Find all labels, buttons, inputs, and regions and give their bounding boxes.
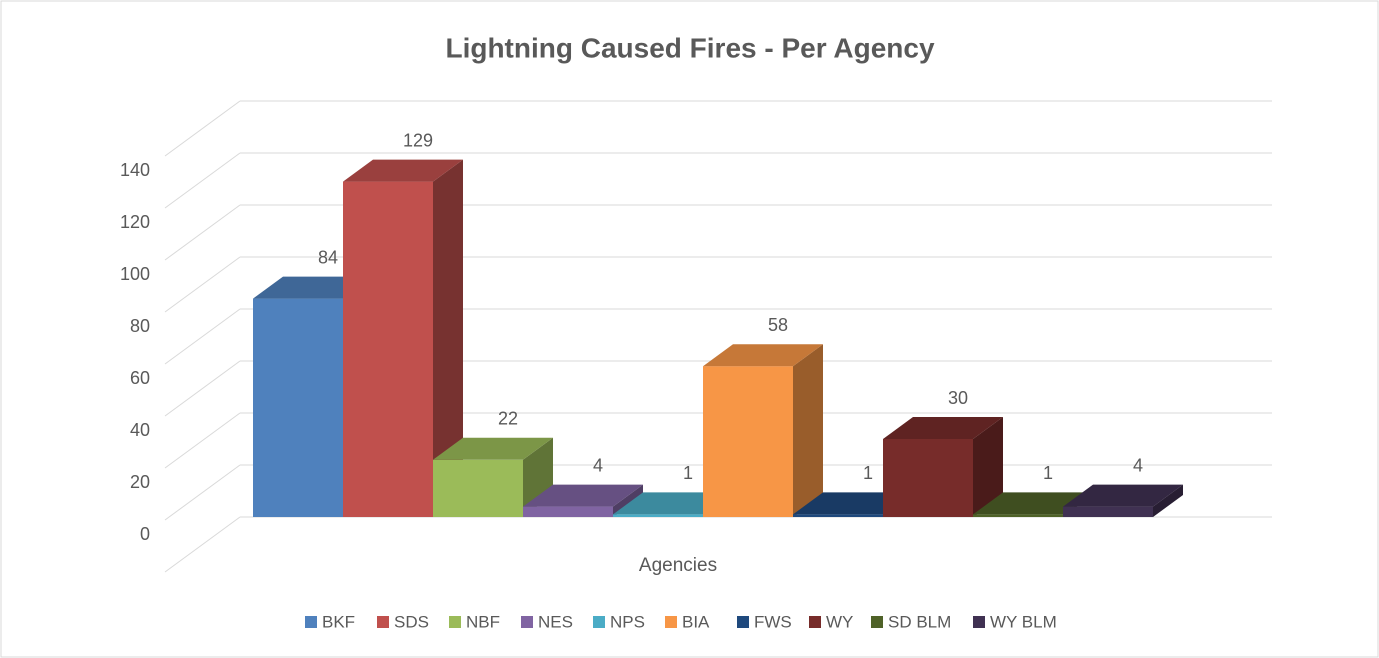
legend-swatch bbox=[521, 616, 533, 628]
legend-label: NPS bbox=[610, 612, 645, 631]
grid-line bbox=[164, 152, 241, 209]
grid-line bbox=[164, 360, 241, 417]
y-tick-label: 140 bbox=[120, 160, 150, 180]
data-label: 84 bbox=[318, 247, 338, 267]
bar bbox=[523, 506, 613, 517]
grid-line bbox=[164, 308, 241, 365]
data-label: 22 bbox=[498, 409, 518, 429]
bar bbox=[883, 439, 973, 517]
legend-label: SD BLM bbox=[888, 612, 951, 631]
bar-side bbox=[973, 417, 1003, 517]
data-label: 30 bbox=[948, 388, 968, 408]
legend-swatch bbox=[809, 616, 821, 628]
legend-swatch bbox=[305, 616, 317, 628]
bar bbox=[793, 514, 883, 517]
data-label: 1 bbox=[863, 463, 873, 483]
legend-label: WY BLM bbox=[990, 612, 1057, 631]
y-tick-label: 120 bbox=[120, 212, 150, 232]
grid-line bbox=[164, 256, 241, 313]
bar-top bbox=[703, 344, 823, 367]
y-tick-label: 40 bbox=[130, 420, 150, 440]
bar-top bbox=[343, 159, 463, 182]
bar-side bbox=[1153, 484, 1183, 517]
legend-label: SDS bbox=[394, 612, 429, 631]
data-label: 1 bbox=[1043, 463, 1053, 483]
bar bbox=[703, 366, 793, 517]
legend-swatch bbox=[593, 616, 605, 628]
y-tick-label: 20 bbox=[130, 472, 150, 492]
grid-line bbox=[164, 516, 241, 573]
grid-line bbox=[164, 100, 241, 157]
bar-top bbox=[523, 484, 643, 507]
bar-side bbox=[613, 484, 643, 517]
bar bbox=[343, 181, 433, 517]
chart-title: Lightning Caused Fires - Per Agency bbox=[445, 32, 934, 63]
bar-side bbox=[433, 159, 463, 517]
y-tick-label: 60 bbox=[130, 368, 150, 388]
bar-top bbox=[433, 437, 553, 460]
y-tick-label: 100 bbox=[120, 264, 150, 284]
legend-swatch bbox=[871, 616, 883, 628]
y-tick-label: 80 bbox=[130, 316, 150, 336]
grid-line bbox=[164, 412, 241, 469]
grid-line bbox=[164, 464, 241, 521]
legend-swatch bbox=[377, 616, 389, 628]
legend-swatch bbox=[737, 616, 749, 628]
bar-top bbox=[1063, 484, 1183, 507]
data-label: 4 bbox=[1133, 455, 1143, 475]
bar bbox=[433, 459, 523, 517]
x-axis-label: Agencies bbox=[639, 555, 717, 576]
legend-label: BIA bbox=[682, 612, 710, 631]
legend-label: FWS bbox=[754, 612, 792, 631]
legend-swatch bbox=[973, 616, 985, 628]
legend-swatch bbox=[665, 616, 677, 628]
bar bbox=[973, 514, 1063, 517]
data-label: 129 bbox=[403, 130, 433, 150]
legend-label: BKF bbox=[322, 612, 355, 631]
bar bbox=[613, 514, 703, 517]
bar-top bbox=[883, 417, 1003, 439]
legend-label: NES bbox=[538, 612, 573, 631]
legend-swatch bbox=[449, 616, 461, 628]
y-tick-label: 0 bbox=[140, 524, 150, 544]
bar bbox=[1063, 506, 1153, 517]
bar bbox=[253, 298, 343, 517]
data-label: 58 bbox=[768, 315, 788, 335]
bar-side bbox=[793, 344, 823, 517]
data-label: 4 bbox=[593, 455, 603, 475]
legend-label: WY bbox=[826, 612, 853, 631]
legend-label: NBF bbox=[466, 612, 500, 631]
grid-line bbox=[164, 204, 241, 261]
data-label: 1 bbox=[683, 463, 693, 483]
